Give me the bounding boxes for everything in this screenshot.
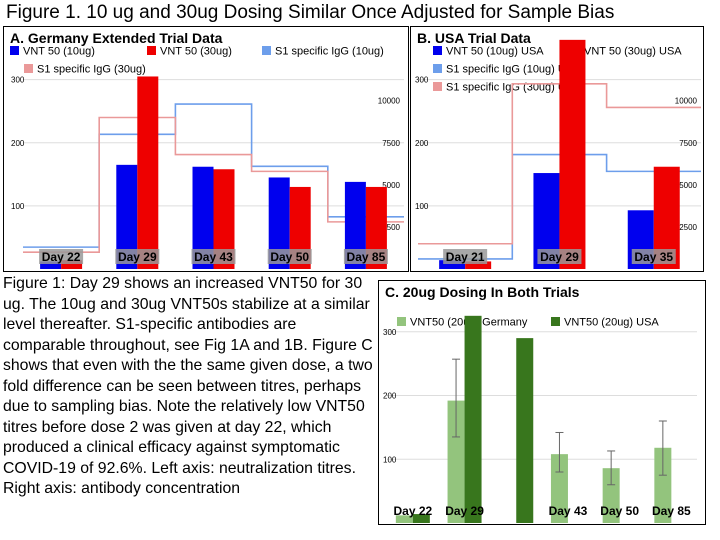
legend-label-s1-specific-igg-30ug: S1 specific IgG (30ug) bbox=[37, 64, 146, 76]
left-tick-label: 300 bbox=[383, 328, 397, 337]
bar-vnt-50-10ug-day-85 bbox=[344, 181, 366, 269]
category-label-box bbox=[343, 249, 388, 264]
legend-label-s1-specific-igg-10ug: S1 specific IgG (10ug) bbox=[275, 46, 384, 58]
category-label-day-29: Day 29 bbox=[540, 250, 579, 264]
bar-vnt-50-30ug-day-22 bbox=[61, 260, 83, 269]
bar-vnt-50-30ug-day-29 bbox=[137, 76, 159, 269]
bar-vnt50-20ug-germany-day-29 bbox=[447, 400, 465, 523]
panel-b-title: B. USA Trial Data bbox=[417, 30, 531, 46]
right-tick-label: 10000 bbox=[675, 97, 698, 106]
category-label-box bbox=[39, 249, 84, 264]
panel-a-plot: 100 200 300 2500 5000 7500 10000 VNT 50 (10ug) V… bbox=[10, 46, 404, 269]
legend-label-s1-specific-igg-10ug-usa: S1 specific IgG (10ug) USA bbox=[446, 64, 581, 76]
bar-vnt50-20ug-germany-day-22 bbox=[395, 515, 413, 523]
left-tick-label: 300 bbox=[11, 76, 25, 85]
panel-c-chart: C. 20ug Dosing In Both Trials 100 200 300 V… bbox=[378, 280, 706, 525]
step-line-s1-specific-igg-30ug bbox=[23, 116, 404, 253]
figure-caption: Figure 1: Day 29 shows an increased VNT5… bbox=[3, 275, 373, 497]
category-label-day-22: Day 22 bbox=[42, 250, 81, 264]
left-tick-label: 200 bbox=[11, 139, 25, 148]
legend-swatch-vnt-50-10ug-usa bbox=[433, 46, 442, 55]
right-tick-label: 2500 bbox=[679, 223, 697, 232]
bar-vnt50-20ug-germany-day-85 bbox=[654, 447, 672, 523]
panel-c-title: C. 20ug Dosing In Both Trials bbox=[385, 284, 580, 300]
figure-title: Figure 1. 10 ug and 30ug Dosing Similar … bbox=[6, 2, 615, 23]
bar-vnt-50-10ug-usa-day-21 bbox=[439, 260, 466, 269]
left-tick-label: 100 bbox=[11, 202, 25, 211]
category-label-box bbox=[115, 249, 160, 264]
legend-swatch-s1-specific-igg-10ug bbox=[262, 46, 271, 55]
legend-label-vnt-50-30ug: VNT 50 (30ug) bbox=[160, 46, 232, 58]
bar-vnt-50-10ug-day-22 bbox=[40, 261, 62, 269]
bar-vnt50-20ug-usa-day-22 bbox=[412, 514, 430, 523]
bar-vnt-50-30ug-usa-day-29 bbox=[559, 39, 586, 270]
right-tick-label: 7500 bbox=[382, 139, 400, 148]
category-label-day-22: Day 22 bbox=[393, 504, 432, 518]
legend-swatch-s1-specific-igg-30ug bbox=[24, 64, 33, 73]
category-label-box bbox=[191, 249, 236, 264]
category-label-day-29: Day 29 bbox=[445, 504, 484, 518]
category-label-day-21: Day 21 bbox=[446, 250, 485, 264]
panel-a-title: A. Germany Extended Trial Data bbox=[10, 30, 223, 46]
right-tick-label: 5000 bbox=[679, 181, 697, 190]
right-tick-label: 7500 bbox=[679, 139, 697, 148]
left-tick-label: 100 bbox=[415, 202, 429, 211]
bar-vnt-50-30ug-usa-day-21 bbox=[465, 261, 492, 269]
bar-vnt50-20ug-usa-gap bbox=[516, 338, 534, 523]
bar-vnt50-20ug-usa-day-29 bbox=[464, 315, 482, 523]
bar-vnt-50-10ug-day-43 bbox=[192, 166, 214, 269]
legend-label-vnt50-20ug-usa: VNT50 (20ug) USA bbox=[564, 317, 659, 329]
bar-vnt50-20ug-germany-day-50 bbox=[602, 468, 620, 523]
legend-swatch-vnt-50-30ug bbox=[147, 46, 156, 55]
category-label-day-50: Day 50 bbox=[600, 504, 639, 518]
bar-vnt-50-30ug-day-43 bbox=[213, 169, 235, 269]
legend-swatch-s1-specific-igg-10ug-usa bbox=[433, 64, 442, 73]
category-label-box bbox=[631, 249, 676, 264]
left-tick-label: 200 bbox=[383, 392, 397, 401]
category-label-box bbox=[443, 249, 488, 264]
category-label-day-50: Day 50 bbox=[270, 250, 309, 264]
bar-vnt50-20ug-germany-day-43 bbox=[550, 454, 568, 523]
bar-vnt-50-10ug-day-50 bbox=[268, 177, 290, 269]
bar-vnt-50-10ug-day-29 bbox=[116, 164, 138, 269]
category-label-box bbox=[267, 249, 312, 264]
category-label-box bbox=[537, 249, 582, 264]
left-tick-label: 200 bbox=[415, 139, 429, 148]
legend-label-vnt-50-30ug-usa: VNT 50 (30ug) USA bbox=[584, 46, 682, 58]
bar-vnt-50-30ug-day-50 bbox=[289, 186, 311, 269]
category-label-day-85: Day 85 bbox=[347, 250, 386, 264]
panel-a-chart: A. Germany Extended Trial Data 100 200 300… bbox=[3, 26, 409, 272]
left-tick-label: 300 bbox=[415, 76, 429, 85]
legend-swatch-vnt50-20ug-germany bbox=[397, 317, 406, 326]
category-label-day-29: Day 29 bbox=[118, 250, 157, 264]
bar-vnt-50-30ug-day-85 bbox=[365, 186, 387, 269]
legend-swatch-vnt50-20ug-usa bbox=[551, 317, 560, 326]
legend-swatch-s1-specific-igg-30ug-usa bbox=[433, 82, 442, 91]
legend-label-vnt-50-10ug-usa: VNT 50 (10ug) USA bbox=[446, 46, 544, 58]
category-label-day-85: Day 85 bbox=[652, 504, 691, 518]
panel-b-plot: 100 200 300 2500 5000 7500 10000 VNT 50 (10ug) … bbox=[415, 39, 701, 270]
left-tick-label: 100 bbox=[383, 455, 397, 464]
panel-b-chart: B. USA Trial Data 100 200 300 2500 5000 7500 1… bbox=[410, 26, 704, 272]
right-tick-label: 5000 bbox=[382, 181, 400, 190]
category-label-day-35: Day 35 bbox=[634, 250, 673, 264]
right-tick-label: 2500 bbox=[382, 223, 400, 232]
right-tick-label: 10000 bbox=[378, 97, 401, 106]
category-label-day-43: Day 43 bbox=[194, 250, 233, 264]
legend-label-vnt-50-10ug: VNT 50 (10ug) bbox=[23, 46, 95, 58]
category-label-day-43: Day 43 bbox=[549, 504, 588, 518]
legend-swatch-vnt-50-10ug bbox=[10, 46, 19, 55]
